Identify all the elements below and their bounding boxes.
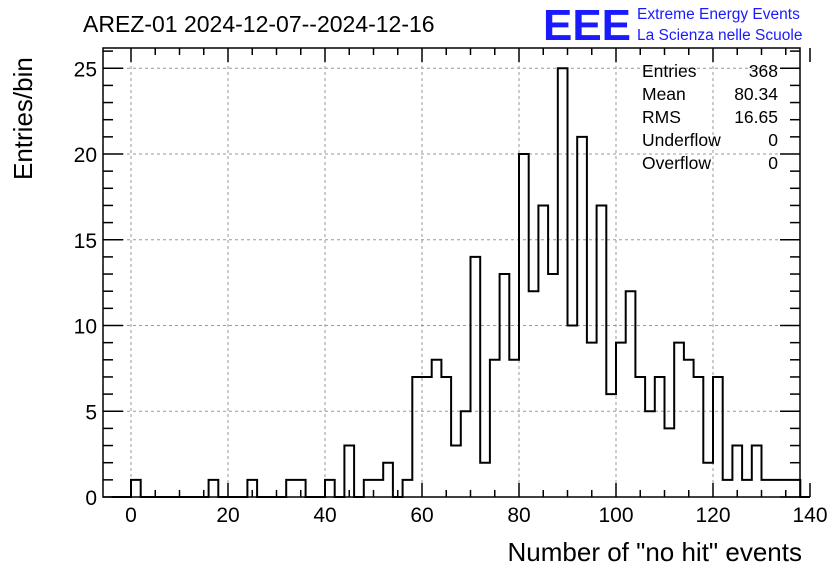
y-tick-label: 15: [74, 230, 97, 253]
logo-line-2: La Scienza nelle Scuole: [637, 27, 802, 44]
stats-label: Overflow: [642, 153, 711, 173]
x-tick-label: 20: [216, 504, 239, 527]
x-tick-label: 40: [313, 504, 336, 527]
stats-label: Mean: [642, 84, 686, 104]
axis-ticks: [103, 48, 811, 498]
logo-eee-mark: EEE: [543, 1, 631, 50]
y-axis-label: Entries/bin: [8, 57, 38, 180]
x-tick-labels: 0 20 40 60 80 100 120 140: [125, 504, 827, 527]
x-tick-label: 80: [507, 504, 530, 527]
stats-label: Entries: [642, 61, 697, 81]
y-tick-label: 0: [85, 487, 97, 510]
x-tick-label: 60: [410, 504, 433, 527]
y-tick-label: 25: [74, 58, 97, 81]
y-tick-labels: 0 5 10 15 20 25: [74, 58, 97, 510]
y-tick-label: 5: [85, 401, 97, 424]
stats-value: 16.65: [734, 107, 778, 127]
stats-value: 0: [768, 130, 778, 150]
chart-title: AREZ-01 2024-12-07--2024-12-16: [83, 11, 435, 37]
x-tick-label: 120: [695, 504, 730, 527]
y-tick-label: 20: [74, 144, 97, 167]
stats-label: Underflow: [642, 130, 721, 150]
stats-label: RMS: [642, 107, 681, 127]
stats-value: 0: [768, 153, 778, 173]
y-tick-label: 10: [74, 316, 97, 339]
x-tick-label: 0: [125, 504, 137, 527]
x-tick-label: 100: [598, 504, 633, 527]
stats-value: 80.34: [734, 84, 778, 104]
x-axis-label: Number of "no hit" events: [508, 537, 803, 567]
stats-box: Entries 368 Mean 80.34 RMS 16.65 Underflow 0 Ove…: [642, 61, 778, 173]
plot-frame: [102, 47, 801, 498]
stats-value: 368: [749, 61, 778, 81]
x-tick-label: 140: [792, 504, 827, 527]
logo-line-1: Extreme Energy Events: [637, 6, 800, 23]
histogram-outline: [111, 67, 810, 498]
eee-logo: EEE Extreme Energy Events La Scienza nel…: [543, 1, 802, 50]
